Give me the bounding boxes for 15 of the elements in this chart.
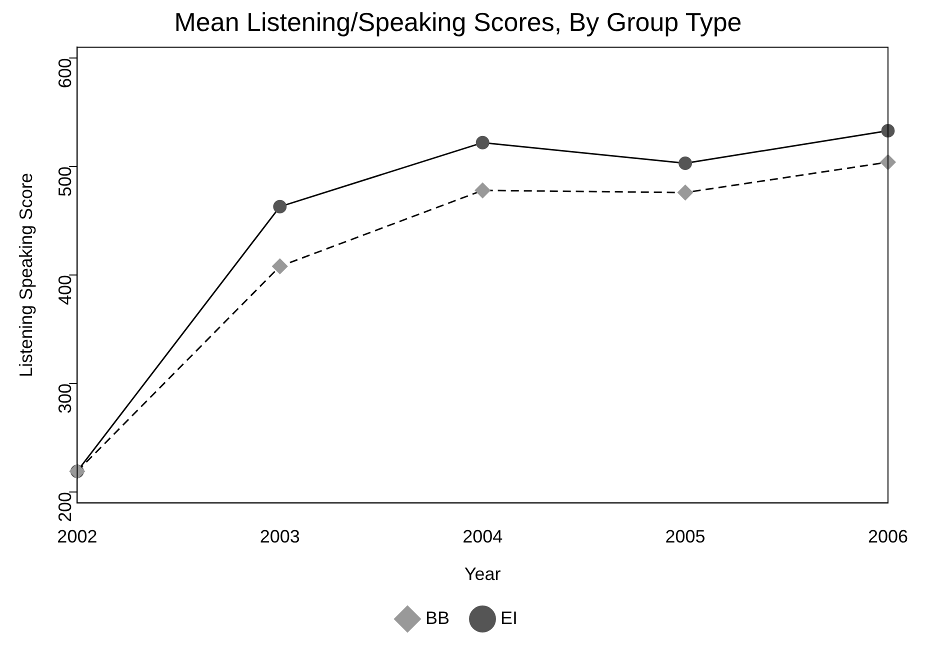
y-tick-label: 400	[55, 275, 76, 306]
y-axis-title: Listening Speaking Score	[16, 172, 36, 378]
x-tick-label: 2006	[868, 526, 908, 547]
y-tick-label: 200	[55, 492, 76, 522]
legend-label: BB	[425, 608, 450, 628]
x-tick-label: 2002	[57, 526, 98, 547]
x-tick-label: 2003	[260, 526, 300, 547]
y-tick-label: 500	[55, 166, 76, 197]
x-tick-label: 2005	[665, 526, 706, 547]
legend-label: EI	[500, 608, 518, 628]
x-axis-title: Year	[464, 564, 501, 584]
chart-title: Mean Listening/Speaking Scores, By Group Type	[174, 6, 742, 37]
x-tick-label: 2004	[462, 526, 503, 547]
y-tick-label: 600	[55, 58, 76, 88]
y-tick-label: 300	[55, 383, 76, 414]
